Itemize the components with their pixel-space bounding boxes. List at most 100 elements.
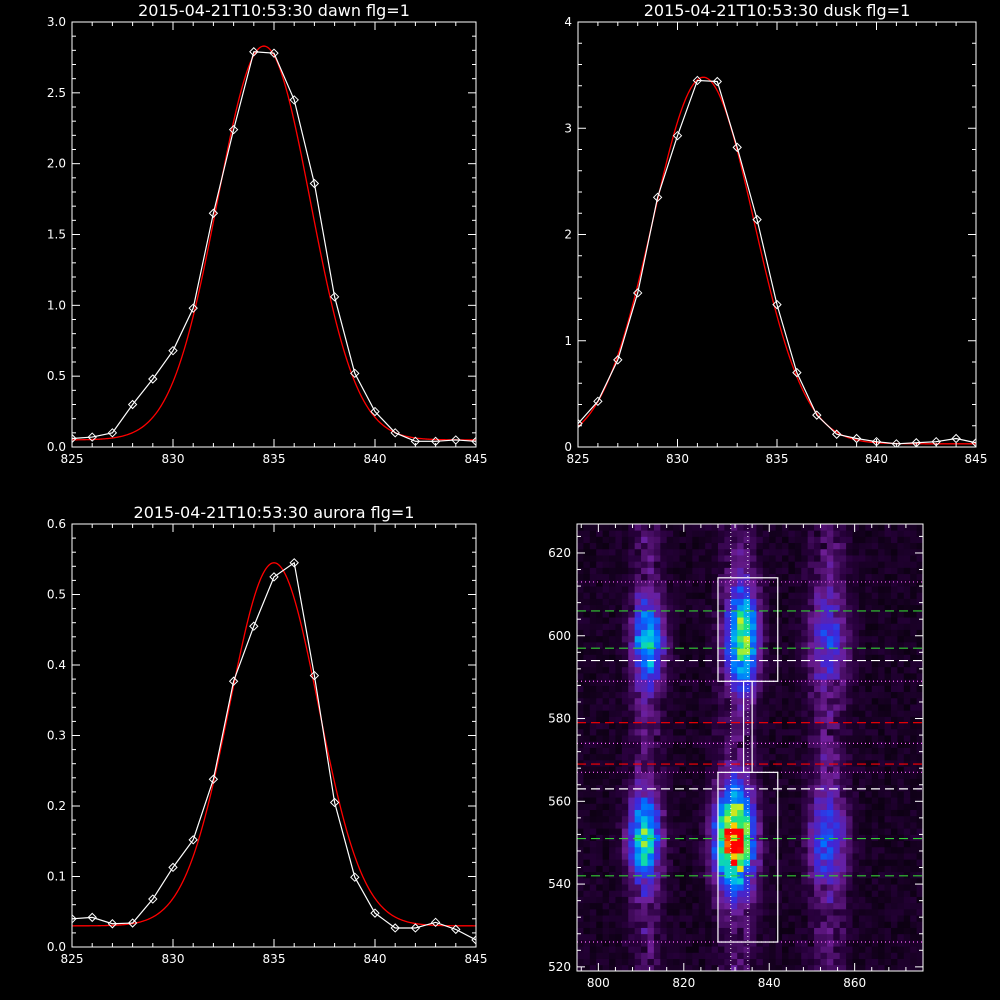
heatmap-cell bbox=[916, 629, 924, 637]
heatmap-cell bbox=[852, 666, 860, 674]
heatmap-cell bbox=[698, 865, 706, 873]
heatmap-cell bbox=[711, 579, 719, 587]
heatmap-cell bbox=[621, 865, 629, 873]
heatmap-cell bbox=[737, 586, 744, 593]
heatmap-cell bbox=[634, 803, 642, 810]
plot-frame bbox=[71, 21, 477, 448]
heatmap-cell bbox=[692, 691, 700, 699]
heatmap-cell bbox=[750, 834, 757, 842]
heatmap-cell bbox=[884, 735, 892, 742]
heatmap-cell bbox=[833, 747, 841, 755]
heatmap-cell bbox=[596, 623, 604, 630]
heatmap-cell bbox=[634, 722, 642, 730]
heatmap-cell bbox=[762, 853, 770, 860]
heatmap-cell bbox=[890, 710, 898, 717]
heatmap-cell bbox=[653, 573, 661, 581]
heatmap-cell bbox=[794, 691, 802, 699]
heatmap-cell bbox=[801, 846, 809, 854]
heatmap-cell bbox=[801, 592, 809, 599]
heatmap-cell bbox=[634, 952, 642, 959]
heatmap-cell bbox=[615, 555, 623, 562]
heatmap-cell bbox=[666, 710, 674, 717]
heatmap-cell bbox=[839, 939, 847, 947]
heatmap-cell bbox=[609, 747, 616, 755]
heatmap-cell bbox=[596, 766, 604, 773]
heatmap-cell bbox=[692, 877, 700, 885]
heatmap-cell bbox=[820, 555, 828, 562]
heatmap-cell bbox=[903, 772, 911, 779]
heatmap-cell bbox=[884, 685, 892, 693]
heatmap-cell bbox=[871, 722, 879, 730]
heatmap-cell bbox=[653, 536, 661, 544]
heatmap-cell bbox=[743, 784, 751, 792]
heatmap-cell bbox=[794, 952, 802, 959]
heatmap-cell bbox=[814, 679, 821, 686]
heatmap-cell bbox=[820, 598, 828, 606]
heatmap-cell bbox=[801, 902, 809, 910]
heatmap-cell bbox=[660, 797, 668, 804]
heatmap-cell bbox=[826, 759, 834, 767]
heatmap-cell bbox=[839, 753, 847, 761]
heatmap-cell bbox=[634, 635, 642, 643]
heatmap-cell bbox=[775, 660, 783, 668]
heatmap-cell bbox=[884, 598, 892, 606]
heatmap-cell bbox=[878, 896, 885, 904]
heatmap-cell bbox=[826, 704, 834, 711]
heatmap-cell bbox=[839, 952, 847, 959]
heatmap-cell bbox=[711, 790, 719, 798]
heatmap-cell bbox=[846, 654, 853, 661]
heatmap-cell bbox=[750, 964, 757, 972]
heatmap-cell bbox=[666, 939, 674, 947]
heatmap-cell bbox=[641, 952, 648, 959]
heatmap-cell bbox=[634, 778, 642, 786]
heatmap-cell bbox=[769, 853, 777, 860]
x-tick-label: 825 bbox=[567, 452, 590, 466]
heatmap-cell bbox=[846, 641, 853, 649]
heatmap-cell bbox=[782, 921, 789, 928]
heatmap-cell bbox=[711, 654, 719, 661]
heatmap-cell bbox=[801, 927, 809, 935]
heatmap-cell bbox=[852, 623, 860, 630]
heatmap-cell bbox=[826, 697, 834, 705]
heatmap-cell bbox=[865, 635, 873, 643]
heatmap-cell bbox=[820, 921, 828, 928]
heatmap-cell bbox=[782, 908, 789, 916]
heatmap-cell bbox=[743, 834, 751, 842]
heatmap-cell bbox=[647, 753, 655, 761]
heatmap-cell bbox=[641, 797, 648, 804]
heatmap-cell bbox=[673, 790, 680, 798]
heatmap-cell bbox=[775, 710, 783, 717]
heatmap-cell bbox=[679, 536, 687, 544]
heatmap-cell bbox=[846, 598, 853, 606]
heatmap-cell bbox=[871, 567, 879, 575]
heatmap-cell bbox=[596, 530, 604, 537]
heatmap-cell bbox=[890, 902, 898, 910]
heatmap-cell bbox=[871, 871, 879, 879]
heatmap-cell bbox=[826, 679, 834, 686]
heatmap-cell bbox=[826, 604, 834, 612]
heatmap-cell bbox=[846, 666, 853, 674]
heatmap-cell bbox=[737, 610, 744, 618]
heatmap-cell bbox=[717, 778, 725, 786]
heatmap-cell bbox=[878, 946, 885, 953]
heatmap-cell bbox=[743, 890, 751, 897]
heatmap-cell bbox=[846, 890, 853, 897]
heatmap-cell bbox=[583, 735, 591, 742]
heatmap-cell bbox=[903, 809, 911, 817]
heatmap-cell bbox=[724, 741, 732, 748]
heatmap-cell bbox=[737, 592, 744, 599]
heatmap-cell bbox=[577, 846, 584, 854]
heatmap-cell bbox=[865, 660, 873, 668]
heatmap-cell bbox=[666, 561, 674, 568]
heatmap-cell bbox=[769, 592, 777, 599]
heatmap-cell bbox=[820, 759, 828, 767]
heatmap-cell bbox=[794, 586, 802, 593]
heatmap-cell bbox=[910, 586, 917, 593]
heatmap-cell bbox=[653, 766, 661, 773]
heatmap-cell bbox=[916, 530, 924, 537]
heatmap-cell bbox=[839, 846, 847, 854]
heatmap-cell bbox=[833, 548, 841, 556]
heatmap-cell bbox=[916, 561, 924, 568]
heatmap-cell bbox=[852, 921, 860, 928]
heatmap-cell bbox=[609, 871, 616, 879]
